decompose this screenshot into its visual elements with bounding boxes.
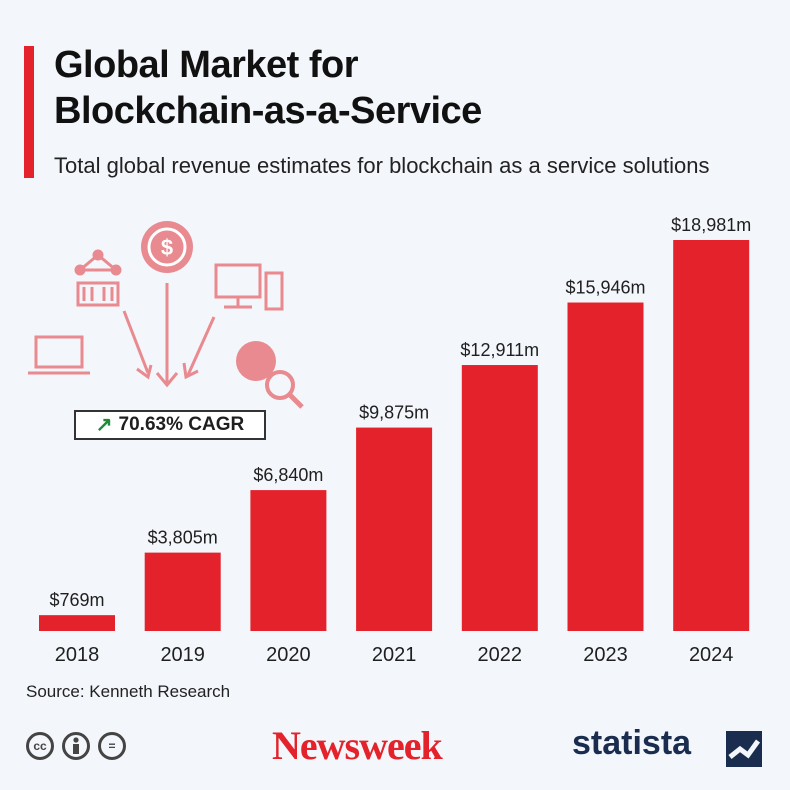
data-label-2022: $12,911m <box>460 340 539 360</box>
bar-2021 <box>356 427 433 631</box>
statista-mark-icon <box>726 731 762 767</box>
chart-title: Global Market for Blockchain-as-a-Servic… <box>54 42 654 134</box>
bar-2023 <box>567 302 644 631</box>
network-bank-icon <box>74 249 122 307</box>
bar-2018 <box>39 615 115 631</box>
bar-2019 <box>144 552 221 631</box>
chart-subtitle: Total global revenue estimates for block… <box>54 153 710 178</box>
bar-2022 <box>461 365 538 631</box>
blockchain-illustration: $ <box>28 221 304 409</box>
data-label-2020: $6,840m <box>253 465 323 485</box>
globe-search-icon <box>236 341 304 409</box>
bar-2020 <box>250 490 327 631</box>
data-label-2019: $3,805m <box>148 528 218 548</box>
data-label-2018: $769m <box>49 590 104 610</box>
trend-up-arrow-icon: ↗ <box>95 414 113 436</box>
svg-text:$: $ <box>161 235 173 260</box>
x-tick-label-2018: 2018 <box>55 644 100 666</box>
x-tick-label-2019: 2019 <box>160 644 205 666</box>
dollar-coin-icon: $ <box>141 221 193 273</box>
newsweek-logo: Newsweek <box>272 723 443 768</box>
statista-logo: statista <box>572 724 692 762</box>
source-note: Source: Kenneth Research <box>26 682 231 701</box>
no-derivatives-icon: = <box>98 732 126 760</box>
title-line-1: Global Market for <box>54 44 359 86</box>
data-label-2021: $9,875m <box>359 403 429 423</box>
arrows-icon <box>122 283 216 388</box>
license-icons: cc = <box>26 732 126 760</box>
x-tick-label-2020: 2020 <box>266 644 311 666</box>
computer-icon <box>214 263 284 311</box>
x-tick-label-2021: 2021 <box>372 644 417 666</box>
cagr-text: 70.63% CAGR <box>118 414 245 435</box>
data-label-2024: $18,981m <box>671 215 751 235</box>
cc-icon: cc <box>26 732 54 760</box>
data-label-2023: $15,946m <box>565 278 645 298</box>
x-tick-label-2022: 2022 <box>478 644 523 666</box>
x-tick-label-2023: 2023 <box>583 644 628 666</box>
laptop-icon <box>28 335 90 375</box>
bars-group: $769m 2018 $3,805m 2019 $6,840m 2020 $9,875m 20… <box>39 215 751 666</box>
bar-2024 <box>673 240 750 631</box>
title-accent-bar <box>24 46 34 178</box>
title-line-2: Blockchain-as-a-Service <box>54 90 482 132</box>
attribution-icon <box>62 732 90 760</box>
x-tick-label-2024: 2024 <box>689 644 734 666</box>
cagr-callout: ↗ 70.63% CAGR <box>74 410 266 440</box>
